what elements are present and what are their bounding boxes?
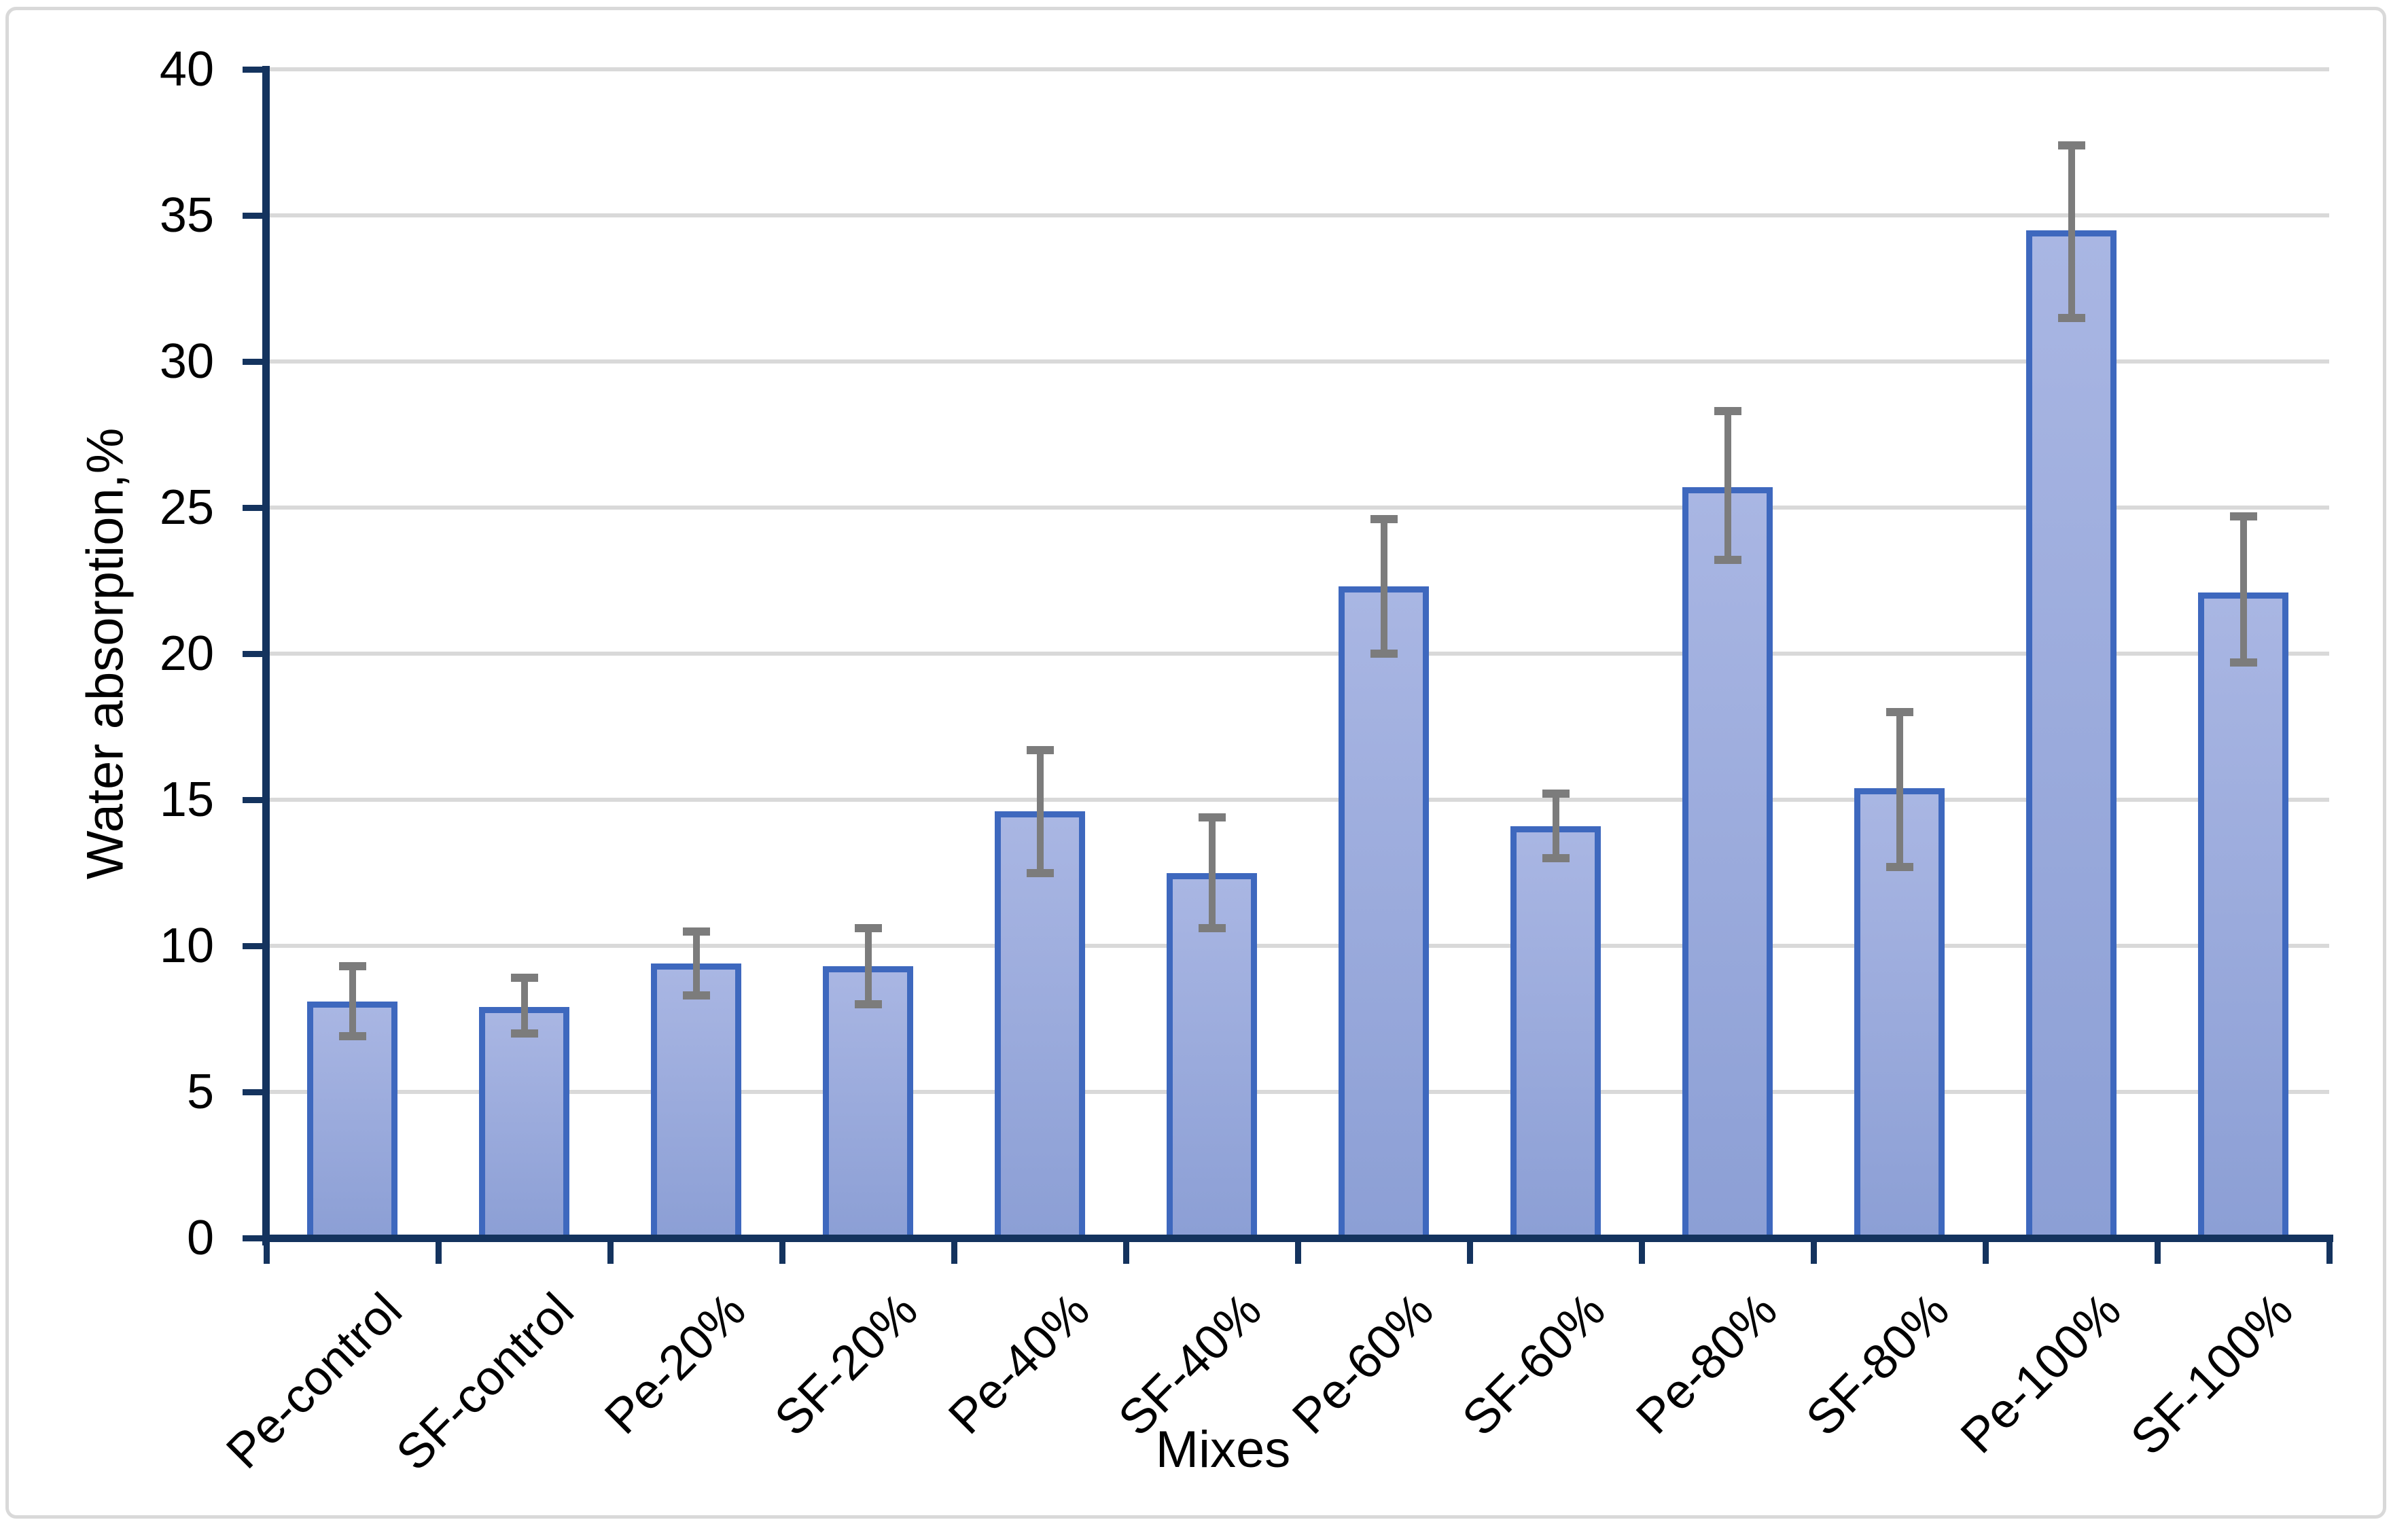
y-tick <box>243 797 266 803</box>
error-bar-cap-bottom <box>1885 862 1913 871</box>
y-tick-label: 5 <box>186 1065 214 1119</box>
y-tick-label: 20 <box>159 626 214 681</box>
error-bar-cap-top <box>854 924 882 933</box>
y-tick <box>243 505 266 511</box>
bar <box>1510 826 1601 1241</box>
bar <box>651 963 741 1241</box>
error-bar-cap-bottom <box>1198 924 1226 933</box>
error-bar-whisker <box>520 978 528 1033</box>
x-category-label: Pe-100% <box>1951 1283 2132 1464</box>
y-tick <box>243 651 266 657</box>
y-gridline <box>266 67 2329 71</box>
error-bar-whisker <box>1036 749 1044 873</box>
y-gridline <box>266 798 2329 802</box>
error-bar-cap-bottom <box>1542 854 1570 862</box>
x-tick <box>1639 1238 1645 1264</box>
error-bar-cap-top <box>2057 141 2085 149</box>
y-tick-label: 10 <box>159 919 214 973</box>
x-tick <box>607 1238 614 1264</box>
y-gridline <box>266 359 2329 364</box>
x-axis-title: Mixes <box>1155 1421 1291 1479</box>
bar <box>479 1007 569 1241</box>
y-tick-label: 30 <box>159 334 214 389</box>
x-tick <box>2326 1238 2333 1264</box>
error-bar-cap-bottom <box>854 1000 882 1008</box>
x-tick <box>264 1238 270 1264</box>
bar <box>1167 872 1257 1241</box>
bar <box>2198 592 2288 1241</box>
error-bar-whisker <box>864 928 872 1004</box>
error-bar-whisker <box>1724 411 1731 561</box>
x-tick <box>951 1238 957 1264</box>
x-category-label: Pe-40% <box>938 1283 1101 1445</box>
error-bar-whisker <box>692 931 700 996</box>
error-bar-cap-bottom <box>510 1029 538 1038</box>
y-tick <box>243 943 266 949</box>
bar <box>1339 586 1429 1241</box>
error-bar-whisker <box>1896 712 1903 867</box>
y-tick <box>243 359 266 365</box>
x-tick <box>1123 1238 1129 1264</box>
y-tick <box>243 1235 266 1241</box>
error-bar-cap-bottom <box>682 991 710 1000</box>
error-bar-cap-top <box>1198 813 1226 821</box>
y-tick <box>243 1089 266 1095</box>
error-bar-cap-top <box>682 927 710 936</box>
y-gridline <box>266 1090 2329 1094</box>
y-tick-label: 15 <box>159 773 214 827</box>
x-tick <box>436 1238 442 1264</box>
y-gridline <box>266 506 2329 510</box>
error-bar-cap-bottom <box>2229 658 2257 667</box>
x-tick <box>1983 1238 1989 1264</box>
y-tick <box>243 213 266 219</box>
x-tick <box>1295 1238 1301 1264</box>
x-tick <box>1811 1238 1817 1264</box>
error-bar-whisker <box>1552 794 1559 858</box>
bar <box>995 811 1085 1241</box>
y-gridline <box>266 213 2329 217</box>
error-bar-cap-top <box>338 962 366 971</box>
error-bar-cap-top <box>1885 708 1913 716</box>
bar <box>1682 487 1773 1241</box>
error-bar-cap-bottom <box>1714 556 1741 565</box>
error-bar-cap-top <box>510 974 538 983</box>
error-bar-whisker <box>1380 519 1387 654</box>
x-category-label: Pe-80% <box>1626 1283 1788 1445</box>
x-category-label: Pe-control <box>216 1283 413 1479</box>
error-bar-cap-bottom <box>1370 650 1398 658</box>
error-bar-cap-top <box>1542 790 1570 798</box>
y-gridline <box>266 944 2329 948</box>
y-gridline <box>266 652 2329 656</box>
error-bar-cap-bottom <box>1026 868 1054 877</box>
x-tick <box>779 1238 785 1264</box>
error-bar-whisker <box>1208 817 1216 929</box>
x-category-label: SF-80% <box>1796 1283 1960 1447</box>
x-tick <box>2155 1238 2161 1264</box>
y-tick-label: 35 <box>159 188 214 243</box>
y-tick-label: 25 <box>159 480 214 535</box>
x-category-label: SF-100% <box>2121 1283 2304 1466</box>
error-bar-whisker <box>2068 145 2075 318</box>
x-tick <box>1467 1238 1473 1264</box>
x-category-label: Pe-20% <box>595 1283 757 1445</box>
error-bar-whisker <box>349 966 356 1037</box>
x-category-label: SF-60% <box>1452 1283 1616 1447</box>
x-category-label: SF-control <box>386 1283 585 1481</box>
y-tick-label: 40 <box>159 42 214 96</box>
y-tick <box>243 67 266 73</box>
error-bar-cap-bottom <box>2057 313 2085 322</box>
chart-border <box>5 7 2386 1519</box>
error-bar-cap-top <box>2229 512 2257 520</box>
y-tick-label: 0 <box>186 1211 214 1265</box>
bar <box>2026 230 2117 1241</box>
error-bar-cap-bottom <box>338 1032 366 1041</box>
x-category-label: Pe-60% <box>1282 1283 1445 1445</box>
error-bar-cap-top <box>1714 407 1741 416</box>
x-category-label: SF-20% <box>764 1283 929 1447</box>
error-bar-cap-top <box>1026 745 1054 754</box>
error-bar-whisker <box>2239 516 2247 662</box>
error-bar-cap-top <box>1370 515 1398 524</box>
